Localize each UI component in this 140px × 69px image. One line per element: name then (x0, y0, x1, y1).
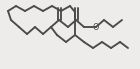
Text: O: O (93, 22, 99, 32)
